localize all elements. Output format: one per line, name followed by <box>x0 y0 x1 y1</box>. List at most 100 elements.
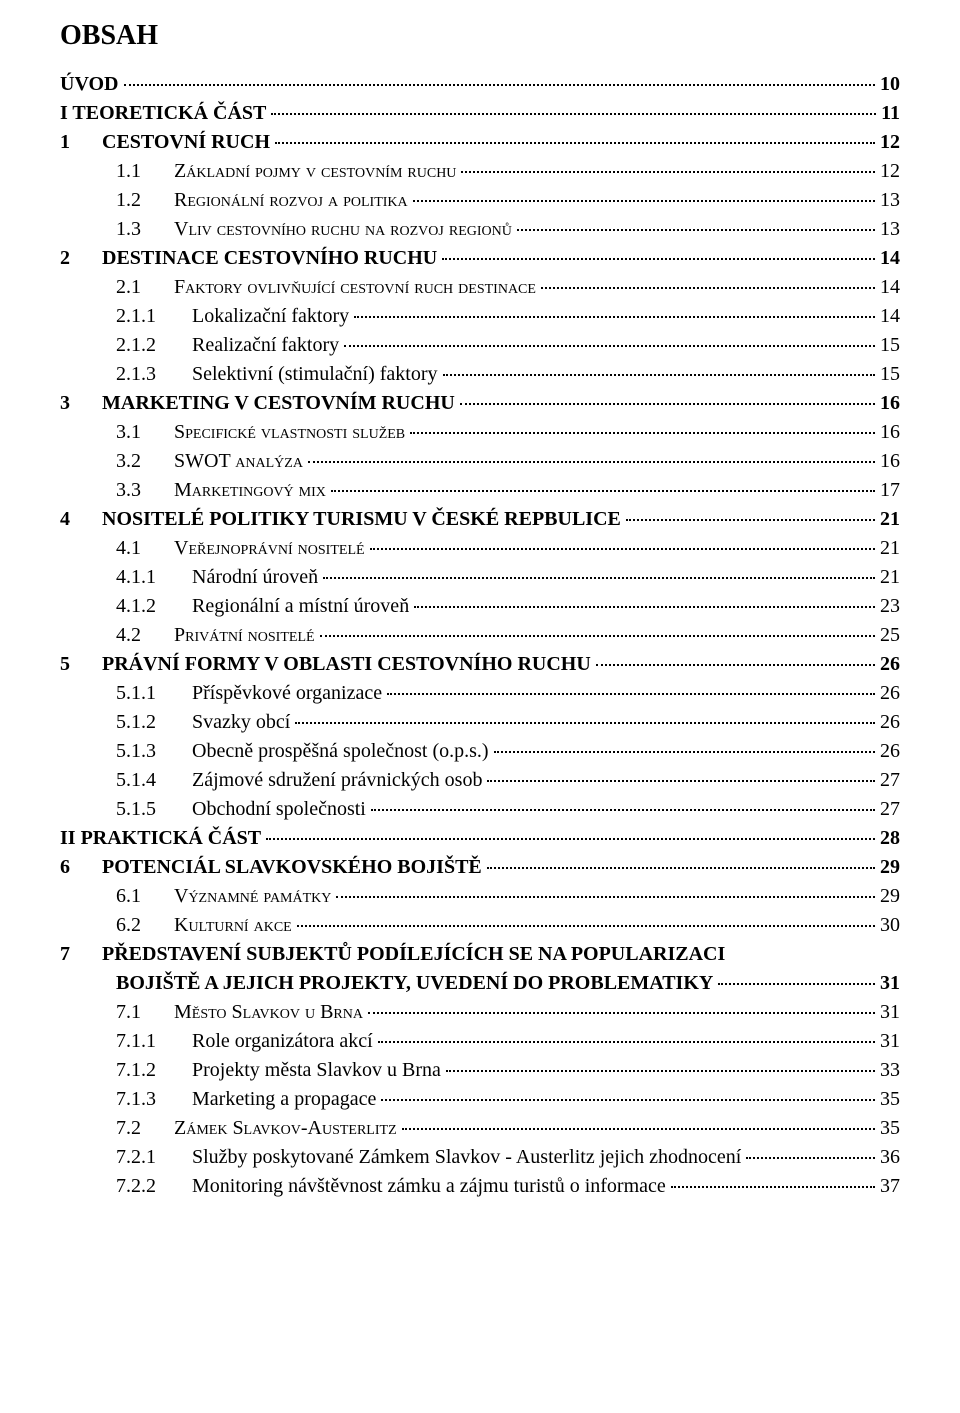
toc-page-number: 14 <box>880 273 900 302</box>
toc-leader-dots <box>266 838 875 840</box>
toc-entry-text: 2 DESTINACE CESTOVNÍHO RUCHU <box>60 244 437 273</box>
toc-entry-text: 1.2 Regionální rozvoj a politika <box>116 186 408 215</box>
toc-row: 7.1.2 Projekty města Slavkov u Brna 33 <box>60 1056 900 1085</box>
toc-entry-text: 4 NOSITELÉ POLITIKY TURISMU V ČESKÉ REPB… <box>60 505 621 534</box>
toc-leader-dots <box>414 606 875 608</box>
toc-page-number: 31 <box>880 1027 900 1056</box>
toc-entry-text: 3.1 Specifické vlastnosti služeb <box>116 418 405 447</box>
toc-leader-dots <box>413 200 875 202</box>
toc-page-number: 29 <box>880 882 900 911</box>
toc-entry-text: 7.2.2 Monitoring návštěvnost zámku a záj… <box>116 1172 666 1201</box>
toc-page-number: 11 <box>881 99 900 128</box>
toc-entry-text: BOJIŠTĚ A JEJICH PROJEKTY, UVEDENÍ DO PR… <box>116 969 713 998</box>
toc-page-number: 15 <box>880 331 900 360</box>
toc-entry-text: 7.1.3 Marketing a propagace <box>116 1085 376 1114</box>
toc-row: 7.1.3 Marketing a propagace 35 <box>60 1085 900 1114</box>
toc-leader-dots <box>461 171 875 173</box>
toc-leader-dots <box>323 577 875 579</box>
toc-row: 4.1 Veřejnoprávní nositelé21 <box>60 534 900 563</box>
toc-page-number: 26 <box>880 737 900 766</box>
toc-body: ÚVOD10I TEORETICKÁ ČÁST111 CESTOVNÍ RUCH… <box>60 70 900 1201</box>
toc-leader-dots <box>460 403 875 405</box>
toc-leader-dots <box>308 461 875 463</box>
toc-row: 1.2 Regionální rozvoj a politika13 <box>60 186 900 215</box>
toc-page-number: 21 <box>880 505 900 534</box>
toc-entry-text: 2.1.1 Lokalizační faktory <box>116 302 349 331</box>
toc-entry-text: 5.1.1 Příspěvkové organizace <box>116 679 382 708</box>
toc-row: 5.1.4 Zájmové sdružení právnických osob 2… <box>60 766 900 795</box>
toc-entry-text: 7.1 Město Slavkov u Brna <box>116 998 363 1027</box>
toc-entry-text: 4.2 Privátní nositelé <box>116 621 315 650</box>
toc-page-number: 35 <box>880 1114 900 1143</box>
toc-title: OBSAH <box>60 20 900 52</box>
toc-page-number: 14 <box>880 302 900 331</box>
toc-leader-dots <box>297 925 875 927</box>
toc-page-number: 15 <box>880 360 900 389</box>
toc-row: 1 CESTOVNÍ RUCH12 <box>60 128 900 157</box>
toc-row: ÚVOD10 <box>60 70 900 99</box>
toc-leader-dots <box>381 1099 875 1101</box>
toc-entry-text: 7.1.1 Role organizátora akcí <box>116 1027 373 1056</box>
toc-page-number: 17 <box>880 476 900 505</box>
toc-page-number: 13 <box>880 215 900 244</box>
toc-leader-dots <box>320 635 875 637</box>
toc-leader-dots <box>487 867 875 869</box>
toc-row: 3.3 Marketingový mix 17 <box>60 476 900 505</box>
toc-page-number: 12 <box>880 157 900 186</box>
toc-leader-dots <box>718 983 875 985</box>
toc-page-number: 16 <box>880 389 900 418</box>
toc-page-number: 23 <box>880 592 900 621</box>
toc-row: 6.1 Významné památky 29 <box>60 882 900 911</box>
toc-entry-text: 1.3 Vliv cestovního ruchu na rozvoj regi… <box>116 215 512 244</box>
toc-page-number: 27 <box>880 766 900 795</box>
toc-leader-dots <box>494 751 875 753</box>
toc-page-number: 35 <box>880 1085 900 1114</box>
toc-entry-text: 7.2.1 Služby poskytované Zámkem Slavkov … <box>116 1143 741 1172</box>
toc-row: BOJIŠTĚ A JEJICH PROJEKTY, UVEDENÍ DO PR… <box>60 969 900 998</box>
toc-entry-text: 7.1.2 Projekty města Slavkov u Brna <box>116 1056 441 1085</box>
toc-row: 1.3 Vliv cestovního ruchu na rozvoj regi… <box>60 215 900 244</box>
toc-leader-dots <box>295 722 875 724</box>
toc-page-number: 28 <box>880 824 900 853</box>
toc-row: 2.1 Faktory ovlivňující cestovní ruch de… <box>60 273 900 302</box>
toc-page-number: 16 <box>880 447 900 476</box>
toc-page-number: 33 <box>880 1056 900 1085</box>
toc-page-number: 30 <box>880 911 900 940</box>
toc-leader-dots <box>446 1070 875 1072</box>
toc-row: 6.2 Kulturní akce30 <box>60 911 900 940</box>
page: OBSAH ÚVOD10I TEORETICKÁ ČÁST111 CESTOVN… <box>0 0 960 1241</box>
toc-row: 7.1 Město Slavkov u Brna31 <box>60 998 900 1027</box>
toc-row: 4.1.1 Národní úroveň21 <box>60 563 900 592</box>
toc-entry-text: 3.3 Marketingový mix <box>116 476 326 505</box>
toc-page-number: 26 <box>880 708 900 737</box>
toc-entry-text: 5.1.2 Svazky obcí <box>116 708 290 737</box>
toc-leader-dots <box>124 84 876 86</box>
toc-leader-dots <box>517 229 875 231</box>
toc-leader-dots <box>371 809 875 811</box>
toc-entry-text: 5.1.4 Zájmové sdružení právnických osob <box>116 766 482 795</box>
toc-leader-dots <box>275 142 875 144</box>
toc-entry-text: 5 PRÁVNÍ FORMY V OBLASTI CESTOVNÍHO RUCH… <box>60 650 591 679</box>
toc-entry-text: 3 MARKETING V CESTOVNÍM RUCHU <box>60 389 455 418</box>
toc-row-multiline: 7 PŘEDSTAVENÍ SUBJEKTŮ PODÍLEJÍCÍCH SE N… <box>60 940 900 998</box>
toc-leader-dots <box>370 548 875 550</box>
toc-entry-text: 1.1 Základní pojmy v cestovním ruchu <box>116 157 456 186</box>
toc-row: 5 PRÁVNÍ FORMY V OBLASTI CESTOVNÍHO RUCH… <box>60 650 900 679</box>
toc-row: 4 NOSITELÉ POLITIKY TURISMU V ČESKÉ REPB… <box>60 505 900 534</box>
toc-leader-dots <box>443 374 876 376</box>
toc-entry-text: 6.1 Významné památky <box>116 882 331 911</box>
toc-entry-text: 4.1.2 Regionální a místní úroveň <box>116 592 409 621</box>
toc-row: 6 POTENCIÁL SLAVKOVSKÉHO BOJIŠTĚ29 <box>60 853 900 882</box>
toc-row: 7 PŘEDSTAVENÍ SUBJEKTŮ PODÍLEJÍCÍCH SE N… <box>60 940 900 969</box>
toc-page-number: 29 <box>880 853 900 882</box>
toc-leader-dots <box>271 113 876 115</box>
toc-row: 7.2.2 Monitoring návštěvnost zámku a záj… <box>60 1172 900 1201</box>
toc-leader-dots <box>344 345 875 347</box>
toc-leader-dots <box>626 519 875 521</box>
toc-entry-text: 2.1.2 Realizační faktory <box>116 331 339 360</box>
toc-leader-dots <box>354 316 875 318</box>
toc-leader-dots <box>487 780 875 782</box>
toc-row: 5.1.3 Obecně prospěšná společnost (o.p.s… <box>60 737 900 766</box>
toc-leader-dots <box>442 258 875 260</box>
toc-row: 3 MARKETING V CESTOVNÍM RUCHU 16 <box>60 389 900 418</box>
